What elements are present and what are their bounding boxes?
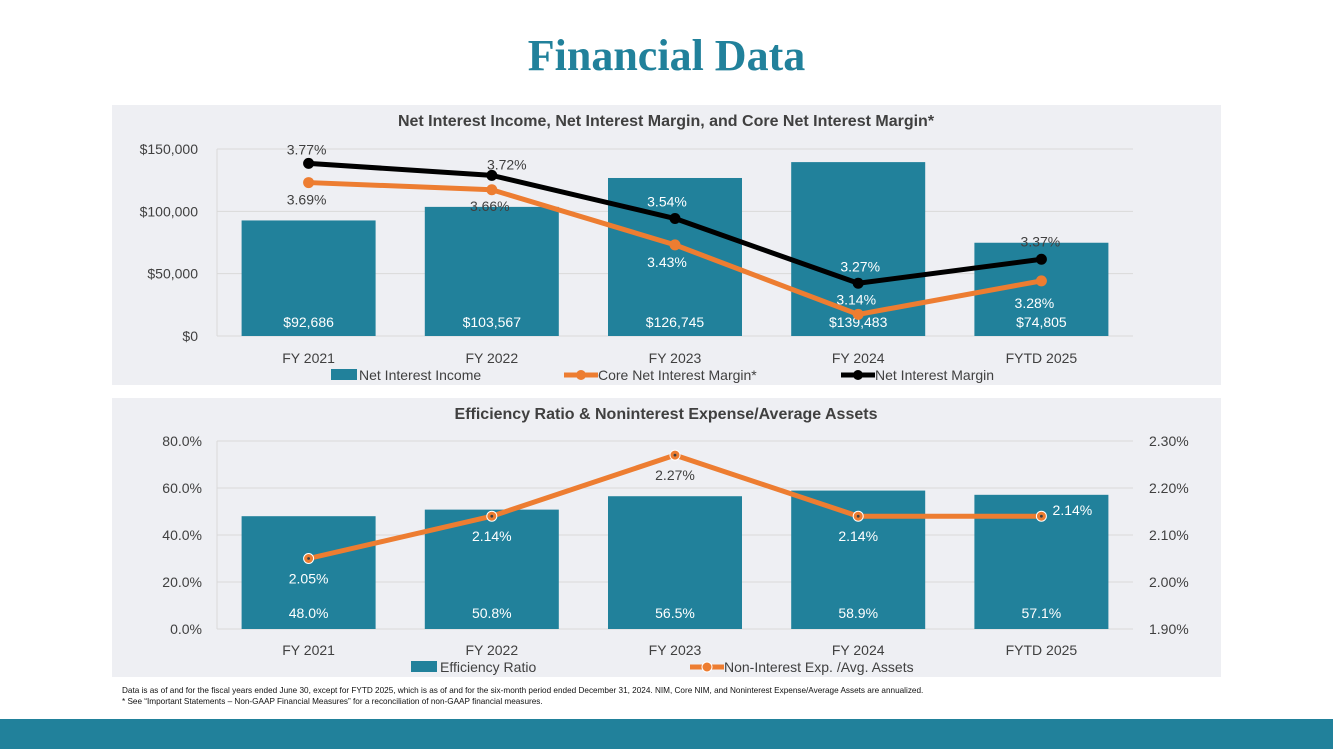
x-tick-label: FY 2023 xyxy=(649,642,702,658)
bar-efficiency-ratio xyxy=(424,509,559,629)
bar-data-label: 57.1% xyxy=(1022,605,1062,621)
bar-data-label: 58.9% xyxy=(838,605,878,621)
bar-net-interest-income xyxy=(241,220,376,336)
point-net-interest-margin xyxy=(669,213,681,225)
legend-swatch-net-interest-income xyxy=(331,369,357,380)
bar-efficiency-ratio xyxy=(608,496,742,629)
data-label-core-net-interest-margin: 3.66% xyxy=(470,198,510,214)
point-center-non-interest-expense xyxy=(856,514,860,518)
data-label-non-interest-expense: 2.14% xyxy=(838,528,878,544)
y-tick-label: 40.0% xyxy=(162,527,202,543)
y-tick-label: $150,000 xyxy=(140,141,199,157)
legend-marker-core-net-interest-margin xyxy=(576,370,586,380)
y-tick-label: 60.0% xyxy=(162,480,202,496)
legend-label-core-net-interest-margin: Core Net Interest Margin* xyxy=(598,367,757,383)
data-label-net-interest-margin: 3.72% xyxy=(487,156,527,172)
data-label-non-interest-expense: 2.14% xyxy=(472,528,512,544)
bar-data-label: 48.0% xyxy=(289,605,329,621)
efficiency-chart-panel: Efficiency Ratio & Noninterest Expense/A… xyxy=(112,398,1221,677)
bar-data-label: $126,745 xyxy=(646,314,705,330)
bar-data-label: $139,483 xyxy=(829,314,888,330)
data-label-non-interest-expense: 2.05% xyxy=(289,571,329,587)
point-center-non-interest-expense xyxy=(490,514,494,518)
legend-marker-net-interest-margin xyxy=(853,370,863,380)
page-title: Financial Data xyxy=(527,31,806,80)
legend-label-efficiency-ratio: Efficiency Ratio xyxy=(440,659,536,675)
net-interest-chart: Net Interest Income, Net Interest Margin… xyxy=(140,113,1133,383)
x-tick-label: FY 2024 xyxy=(832,350,885,366)
x-tick-label: FYTD 2025 xyxy=(1006,642,1078,658)
y-tick-label: 0.0% xyxy=(170,621,202,637)
point-center-non-interest-expense xyxy=(307,557,310,560)
net-interest-chart-panel: Net Interest Income, Net Interest Margin… xyxy=(112,105,1221,385)
data-label-non-interest-expense: 2.14% xyxy=(1053,502,1093,518)
bar-efficiency-ratio xyxy=(241,516,376,629)
y-tick-label: 20.0% xyxy=(162,574,202,590)
point-net-interest-margin xyxy=(1035,253,1047,265)
x-tick-label: FY 2021 xyxy=(282,350,335,366)
legend-label-non-interest-expense: Non-Interest Exp. /Avg. Assets xyxy=(724,659,914,675)
point-core-net-interest-margin xyxy=(486,184,498,196)
point-net-interest-margin xyxy=(303,157,315,169)
x-tick-label: FY 2023 xyxy=(649,350,702,366)
y2-tick-label: 1.90% xyxy=(1149,621,1189,637)
x-tick-label: FY 2022 xyxy=(465,642,518,658)
y2-tick-label: 2.30% xyxy=(1149,433,1189,449)
y-tick-label: $100,000 xyxy=(140,203,199,219)
y2-tick-label: 2.00% xyxy=(1149,574,1189,590)
legend-label-net-interest-income: Net Interest Income xyxy=(359,367,481,383)
y2-tick-label: 2.20% xyxy=(1149,480,1189,496)
point-center-non-interest-expense xyxy=(1040,514,1043,518)
data-label-core-net-interest-margin: 3.14% xyxy=(836,291,876,307)
point-net-interest-margin xyxy=(852,277,864,289)
point-core-net-interest-margin xyxy=(669,239,681,251)
x-tick-label: FYTD 2025 xyxy=(1006,350,1078,366)
point-core-net-interest-margin xyxy=(303,177,315,189)
point-center-non-interest-expense xyxy=(673,453,677,457)
legend-swatch-efficiency-ratio xyxy=(411,661,437,672)
chart-title: Efficiency Ratio & Noninterest Expense/A… xyxy=(455,406,878,423)
legend-label-net-interest-margin: Net Interest Margin xyxy=(875,367,994,383)
legend-marker-non-interest-expense xyxy=(701,661,713,673)
x-tick-label: FY 2024 xyxy=(832,642,885,658)
data-label-core-net-interest-margin: 3.69% xyxy=(287,192,327,208)
bar-net-interest-income xyxy=(608,177,742,336)
point-net-interest-margin xyxy=(486,169,498,181)
data-label-core-net-interest-margin: 3.28% xyxy=(1015,295,1055,311)
chart-title: Net Interest Income, Net Interest Margin… xyxy=(398,113,935,130)
y-tick-label: $50,000 xyxy=(147,266,198,282)
bar-data-label: $103,567 xyxy=(463,314,522,330)
bottom-bar xyxy=(0,719,1333,749)
footnote-non-gaap: * See “Important Statements – Non-GAAP F… xyxy=(122,696,543,706)
bar-data-label: $92,686 xyxy=(283,314,334,330)
bar-data-label: 56.5% xyxy=(655,605,695,621)
y2-tick-label: 2.10% xyxy=(1149,527,1189,543)
data-label-net-interest-margin: 3.54% xyxy=(647,194,687,210)
y-tick-label: $0 xyxy=(182,328,198,344)
bar-data-label: $74,805 xyxy=(1016,314,1067,330)
bar-net-interest-income xyxy=(424,206,559,336)
point-core-net-interest-margin xyxy=(852,308,864,320)
data-label-net-interest-margin: 3.27% xyxy=(840,258,880,274)
data-label-core-net-interest-margin: 3.43% xyxy=(647,254,687,270)
x-tick-label: FY 2022 xyxy=(465,350,518,366)
bar-data-label: 50.8% xyxy=(472,605,512,621)
data-label-non-interest-expense: 2.27% xyxy=(655,467,695,483)
y-tick-label: 80.0% xyxy=(162,433,202,449)
data-label-net-interest-margin: 3.77% xyxy=(287,141,327,157)
footnotes: Data is as of and for the fiscal years e… xyxy=(122,686,923,707)
data-label-net-interest-margin: 3.37% xyxy=(1021,233,1061,249)
point-core-net-interest-margin xyxy=(1035,275,1047,287)
efficiency-chart: Efficiency Ratio & Noninterest Expense/A… xyxy=(162,406,1189,675)
footnote-data-period: Data is as of and for the fiscal years e… xyxy=(122,686,924,695)
x-tick-label: FY 2021 xyxy=(282,642,335,658)
